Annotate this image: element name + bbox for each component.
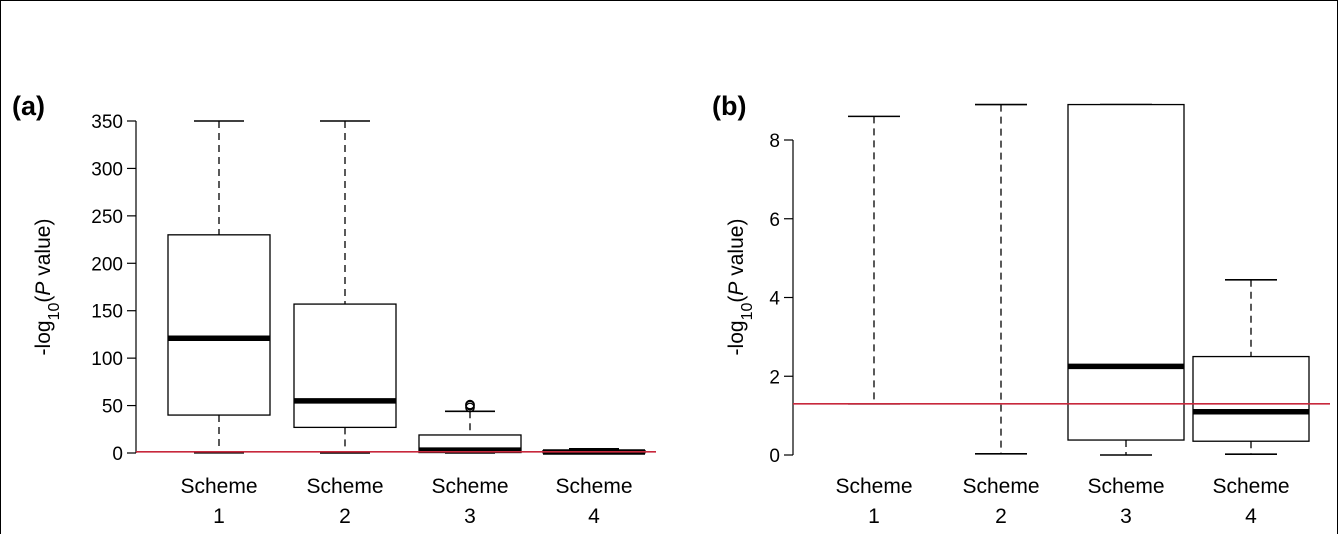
panel-label: (a) [12, 91, 45, 121]
y-axis-title-italic: P [32, 282, 55, 296]
x-category-label: Scheme [555, 475, 632, 498]
x-category-number: 3 [1120, 505, 1132, 528]
y-axis-title-part: -log [725, 320, 748, 355]
x-category-label: Scheme [306, 475, 383, 498]
x-category-label: Scheme [1212, 475, 1289, 498]
y-tick-label: 2 [769, 367, 780, 388]
y-axis-title-part: value) [32, 219, 55, 282]
box-iqr [1067, 103, 1185, 441]
y-axis-title-subscript: 10 [739, 303, 756, 321]
box-outlier [465, 399, 475, 410]
panel-a: (a) 0 50 100 150 200 250 300 350 -log10(P value) S… [12, 91, 656, 528]
y-tick-label: 250 [91, 207, 123, 228]
y-tick-label: 100 [91, 349, 123, 370]
y-tick-label: 8 [769, 131, 780, 152]
y-tick-label: 300 [91, 159, 123, 180]
x-category-number: 2 [339, 505, 351, 528]
y-tick-label: 6 [769, 210, 780, 231]
y-tick-label: 150 [91, 302, 123, 323]
y-axis-title-italic: P [725, 282, 748, 296]
x-category-number: 4 [1245, 505, 1257, 528]
x-category-label: Scheme [431, 475, 508, 498]
x-category-number: 4 [588, 505, 600, 528]
y-tick-label: 350 [91, 112, 123, 133]
y-axis-title-part: ( [725, 296, 748, 303]
y-tick-label: 4 [769, 289, 780, 310]
y-axis-title: -log10(P value) [32, 219, 63, 356]
y-tick-label: 50 [102, 397, 123, 418]
x-category-number: 1 [213, 505, 225, 528]
y-axis-title-part: -log [32, 320, 55, 355]
y-axis-title-subscript: 10 [46, 303, 63, 321]
y-axis-title-part: value) [725, 219, 748, 282]
x-category-number: 3 [464, 505, 476, 528]
x-category-number: 1 [868, 505, 880, 528]
x-category-label: Scheme [1087, 475, 1164, 498]
x-category-number: 2 [995, 505, 1007, 528]
box-iqr [1192, 355, 1310, 442]
panel-b: (b) 0 2 4 6 8 -log10(P value) Scheme 1 Scheme 2 Sch… [712, 91, 1330, 528]
y-axis-title-part: ( [32, 296, 55, 303]
y-tick-label: 0 [112, 444, 123, 465]
y-axis-title: -log10(P value) [725, 219, 756, 356]
panel-label: (b) [712, 91, 746, 121]
y-tick-label: 0 [769, 446, 780, 467]
y-tick-label: 200 [91, 254, 123, 275]
x-category-label: Scheme [962, 475, 1039, 498]
x-category-label: Scheme [835, 475, 912, 498]
x-category-label: Scheme [180, 475, 257, 498]
box-iqr [167, 234, 271, 416]
box-iqr [293, 303, 397, 429]
